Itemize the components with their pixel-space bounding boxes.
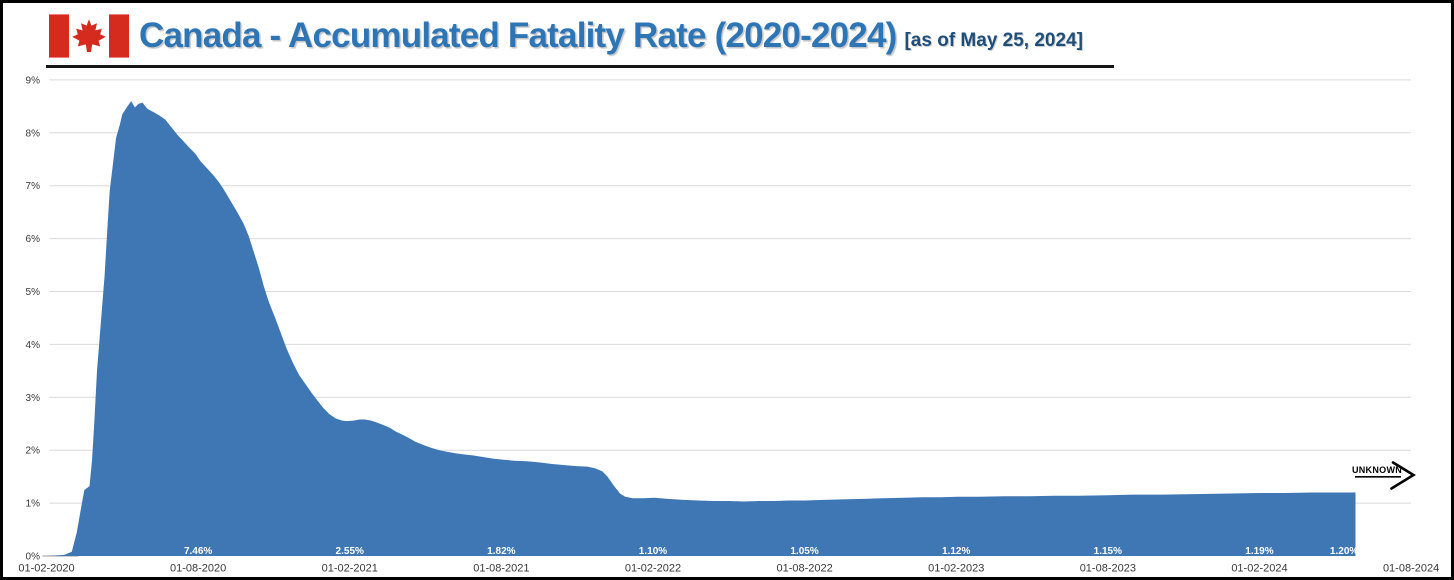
right-arrow-icon (1390, 461, 1416, 490)
x-tick-label: 01-02-2020 (18, 563, 74, 575)
data-label: 7.46% (184, 546, 212, 557)
x-tick-label: 01-08-2024 (1383, 563, 1439, 575)
fatality-rate-area-series (46, 101, 1356, 556)
data-label: 1.10% (639, 546, 667, 557)
x-tick-label: 01-08-2023 (1080, 563, 1136, 575)
title-underline (46, 65, 1114, 68)
y-tick-label: 6% (26, 234, 41, 245)
x-tick-label: 01-02-2024 (1231, 563, 1287, 575)
x-tick-label: 01-08-2022 (776, 563, 832, 575)
y-tick-label: 3% (26, 393, 41, 404)
x-tick-label: 01-02-2021 (322, 563, 378, 575)
y-tick-label: 2% (26, 446, 41, 457)
y-tick-label: 4% (26, 340, 41, 351)
x-tick-label: 01-02-2023 (928, 563, 984, 575)
data-label: 1.19% (1245, 546, 1273, 557)
y-tick-label: 5% (26, 287, 41, 298)
data-label: 2.55% (336, 546, 364, 557)
y-tick-label: 8% (26, 128, 41, 139)
x-tick-label: 01-08-2021 (473, 563, 529, 575)
maple-leaf-icon (72, 19, 106, 52)
y-tick-label: 9% (26, 75, 41, 86)
chart-title: Canada - Accumulated Fatality Rate (2020… (139, 16, 897, 55)
chart-subtitle: [as of May 25, 2024] (904, 30, 1083, 51)
area-chart: 0% 1% 2% 3% 4% 5% 6% 7% 8% 9% 01-02-2020 01-08-2020… (18, 75, 1439, 575)
data-label: 1.20% (1330, 546, 1358, 557)
chart-header: Canada - Accumulated Fatality Rate (2020… (49, 14, 1083, 58)
y-tick-label: 1% (26, 499, 41, 510)
y-tick-label: 7% (26, 181, 41, 192)
data-label: 1.05% (790, 546, 818, 557)
data-label: 1.82% (487, 546, 515, 557)
x-tick-label: 01-02-2022 (625, 563, 681, 575)
x-tick-label: 01-08-2020 (170, 563, 226, 575)
unknown-annotation-label: UNKNOWN (1352, 465, 1402, 475)
data-label: 1.12% (942, 546, 970, 557)
data-label: 1.15% (1094, 546, 1122, 557)
y-tick-label: 0% (26, 552, 41, 563)
canada-flag-icon (49, 14, 129, 58)
